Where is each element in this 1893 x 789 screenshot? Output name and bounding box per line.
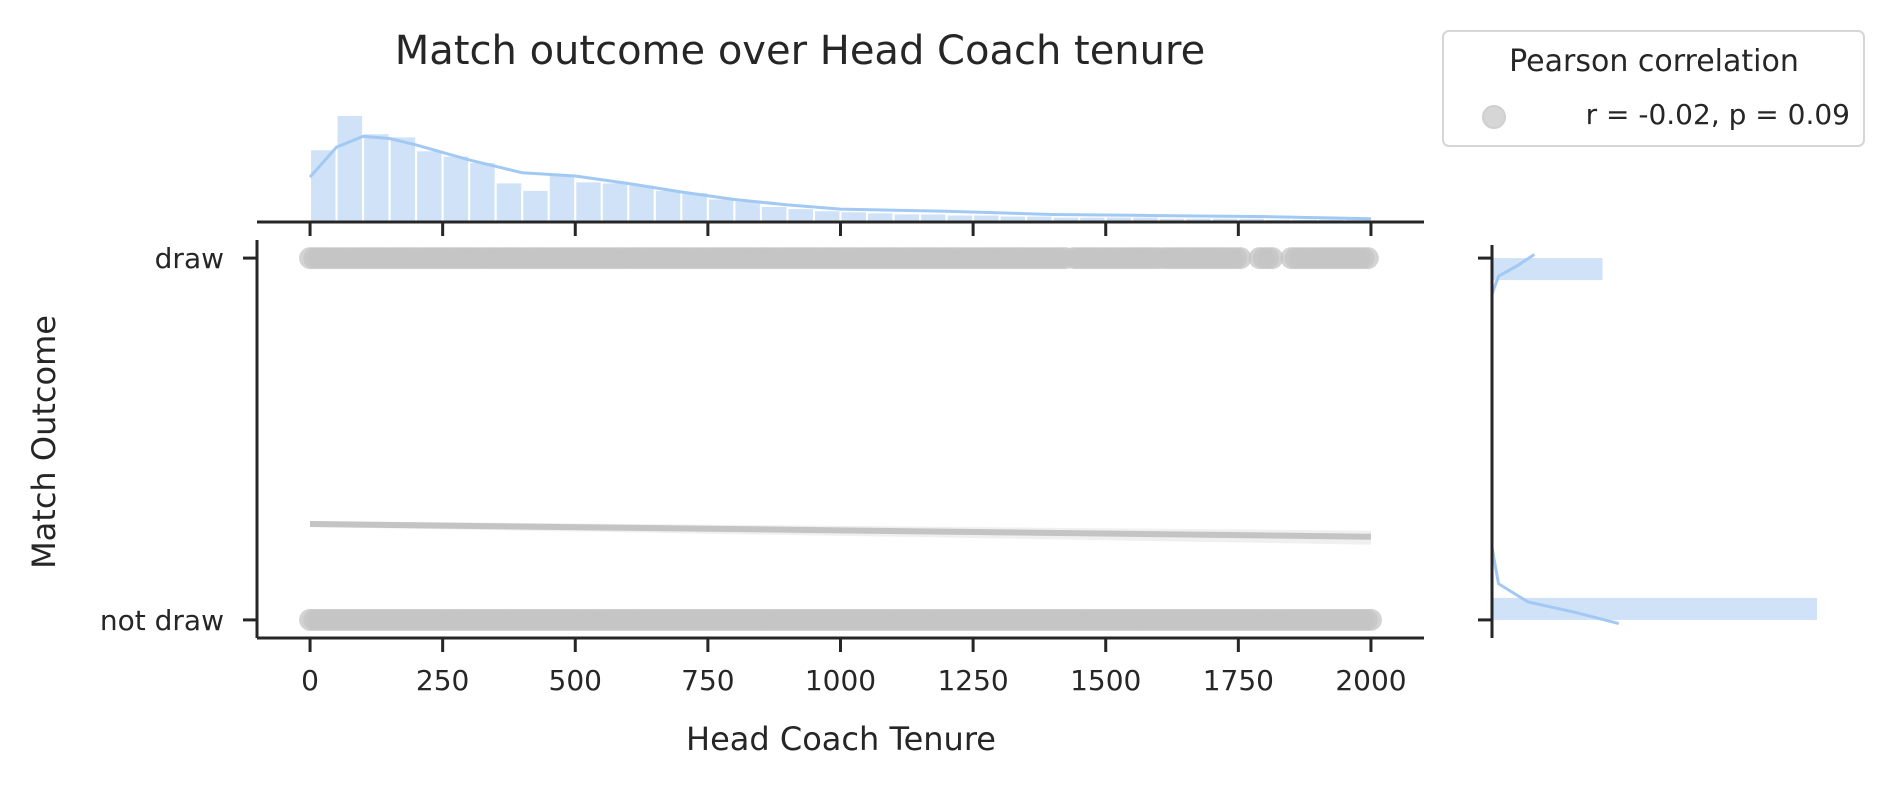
legend-box — [1442, 30, 1865, 147]
top-histogram-bar — [494, 181, 524, 224]
x-tick-label: 1000 — [805, 664, 876, 697]
x-tick-label: 2000 — [1335, 664, 1406, 697]
top-histogram-bar — [335, 114, 365, 223]
legend-marker — [1482, 105, 1506, 129]
x-tick-label: 500 — [549, 664, 602, 697]
y-tick-label: not draw — [100, 604, 224, 637]
legend-entry: r = -0.02, p = 0.09 — [1586, 98, 1850, 131]
x-tick-label: 0 — [301, 664, 319, 697]
x-tick-label: 750 — [681, 664, 734, 697]
top-histogram-bar — [362, 132, 391, 223]
top-histogram-bar — [441, 154, 471, 223]
top-histogram-bar — [388, 135, 418, 223]
legend: Pearson correlation r = -0.02, p = 0.09 — [1442, 30, 1865, 147]
chart-title: Match outcome over Head Coach tenure — [395, 28, 1205, 74]
scatter-point — [1356, 247, 1379, 270]
top-histogram-bar — [521, 188, 550, 223]
x-tick-label: 250 — [416, 664, 469, 697]
right-histogram-bar — [1492, 597, 1817, 620]
y-axis-title: Match Outcome — [25, 315, 63, 569]
top-kde-curve — [308, 134, 1371, 221]
legend-title: Pearson correlation — [1509, 44, 1799, 79]
right-kde-curve — [1490, 253, 1620, 625]
top-histogram-bar — [547, 173, 577, 223]
tick-labels: 0 250 500 750 1000 1250 1500 1750 2000 not draw dr… — [100, 242, 1407, 697]
scatter-point — [1261, 247, 1284, 270]
axes — [243, 240, 1424, 652]
top-histogram-bar — [468, 161, 497, 223]
top-histogram-bar — [812, 209, 842, 223]
top-histogram-bar — [415, 149, 444, 223]
top-histogram-bar — [786, 207, 815, 223]
main-scatter-plot — [299, 247, 1382, 631]
scatter-point — [1359, 608, 1382, 631]
x-tick-label: 1500 — [1070, 664, 1141, 697]
right-marginal-histogram — [1478, 245, 1817, 638]
top-marginal-histogram — [257, 114, 1424, 236]
scatter-point — [1229, 247, 1252, 270]
x-axis-title: Head Coach Tenure — [686, 720, 996, 758]
top-histogram-bar — [653, 188, 683, 223]
regression-line — [310, 521, 1371, 540]
top-histogram-bar — [627, 183, 656, 224]
top-histogram-bar — [839, 210, 869, 224]
top-histogram-bar — [733, 199, 762, 224]
top-histogram-bar — [759, 204, 789, 223]
top-histogram-bar — [600, 181, 630, 224]
x-tick-label: 1250 — [937, 664, 1008, 697]
top-histogram-bar — [706, 197, 736, 224]
x-tick-label: 1750 — [1203, 664, 1274, 697]
top-histogram-bar — [574, 180, 603, 223]
y-tick-label: draw — [155, 242, 224, 275]
